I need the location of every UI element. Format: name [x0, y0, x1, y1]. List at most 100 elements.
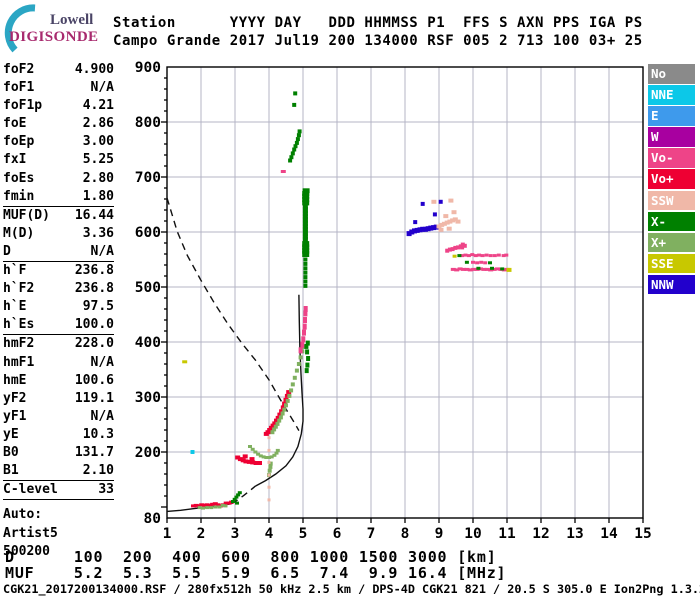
- svg-text:1: 1: [163, 526, 172, 542]
- param-value: 33: [98, 482, 114, 498]
- series-f2-vo-: [298, 306, 308, 354]
- auto-scaler-line: 500200: [3, 544, 50, 560]
- series-nnw-dots: [413, 199, 443, 225]
- series-spread-col-low-blob: [302, 241, 310, 257]
- svg-text:900: 900: [135, 60, 161, 76]
- param-label: fmin: [3, 188, 35, 204]
- series-spread-vo--upper: [445, 242, 467, 253]
- legend-item-x: X+: [648, 232, 695, 253]
- param-label: hmF1: [3, 354, 35, 370]
- logo-lowell-text: Lowell: [50, 12, 94, 28]
- y-axis-ticks: [161, 77, 167, 508]
- series-sse-dash: [182, 360, 188, 364]
- param-label: B0: [3, 444, 19, 460]
- param-label: h`F: [3, 263, 27, 279]
- series-ssw-cluster: [431, 198, 461, 232]
- series-spread-vo--mid: [460, 253, 509, 258]
- series-spread-col-dotted: [303, 257, 308, 288]
- param-value: N/A: [90, 354, 114, 370]
- svg-text:4: 4: [265, 526, 274, 542]
- svg-text:7: 7: [367, 526, 376, 542]
- legend-item-e: E: [648, 106, 695, 126]
- series-spread-x--lower: [476, 266, 505, 271]
- param-label: hmF2: [3, 336, 35, 352]
- svg-text:700: 700: [135, 170, 161, 186]
- param-value: 131.7: [74, 444, 114, 460]
- header-line2: Campo Grande 2017 Jul19 200 134000 RSF 0…: [113, 33, 643, 49]
- param-value: N/A: [90, 80, 114, 96]
- param-label: foE: [3, 116, 27, 132]
- series-e-region-x-: [231, 491, 242, 505]
- param-row-hmf2: hmF2 228.0: [3, 335, 114, 353]
- param-label: h`E: [3, 299, 27, 315]
- param-label: h`Es: [3, 317, 35, 333]
- panel-divider: [3, 499, 114, 501]
- param-value: 3.00: [82, 134, 114, 150]
- param-row-d: D N/A: [3, 243, 114, 261]
- param-row-fof2: foF2 4.900: [3, 61, 114, 79]
- svg-text:11: 11: [498, 526, 516, 542]
- series-spread-vo--lower: [450, 267, 510, 272]
- param-label: B1: [3, 463, 19, 479]
- series-spread-vo--mid2: [471, 260, 488, 265]
- param-row-mufd: MUF(D) 16.44: [3, 207, 114, 225]
- distance-row: D 100 200 400 600 800 1000 1500 3000 [km…: [5, 548, 497, 566]
- line-profile-valley: [231, 485, 256, 505]
- param-row-b0: B0 131.7: [3, 444, 114, 462]
- param-value: 97.5: [82, 299, 114, 315]
- grid-lines: [167, 67, 643, 518]
- param-row-clevel: C-level 33: [3, 481, 114, 499]
- legend-item-vo: Vo-: [648, 148, 695, 168]
- series-ssw-column: [267, 436, 271, 502]
- param-row-b1: B1 2.10: [3, 462, 114, 480]
- legend-item-ssw: SSW: [648, 190, 695, 211]
- param-row-fmin: fmin 1.80: [3, 188, 114, 206]
- parameter-panel: foF2 4.900 foF1 N/A foF1p 4.21 foE 2.86 foEp 3.00…: [3, 61, 114, 562]
- param-value: 1.80: [82, 188, 114, 204]
- param-value: 100.0: [74, 317, 114, 333]
- param-label: foF1p: [3, 98, 43, 114]
- series-f1-vo+: [235, 454, 262, 465]
- param-label: foF2: [3, 62, 35, 77]
- series-f1-x+: [248, 445, 280, 459]
- param-row-hf2: h`F2 236.8: [3, 280, 114, 298]
- param-row-foes: foEs 2.80: [3, 170, 114, 188]
- param-label: yF2: [3, 390, 27, 406]
- param-row-foe: foE 2.86: [3, 115, 114, 133]
- param-row-ye: yE 10.3: [3, 426, 114, 444]
- param-value: 236.8: [74, 263, 114, 279]
- svg-text:400: 400: [135, 335, 161, 351]
- line-transmission-curve: [166, 197, 300, 431]
- param-value: N/A: [90, 408, 114, 424]
- auto-scaler-line: Auto:: [3, 507, 43, 523]
- series-spread-sse-lower: [506, 267, 512, 272]
- param-value: N/A: [90, 243, 114, 259]
- param-value: 10.3: [82, 426, 114, 442]
- series-e-region-x+: [197, 503, 228, 510]
- param-label: M(D): [3, 225, 35, 241]
- series-nne-dot: [190, 450, 195, 454]
- panel-divider: [3, 334, 114, 336]
- param-value: 16.44: [74, 207, 114, 223]
- panel-divider: [3, 205, 114, 207]
- svg-text:14: 14: [600, 526, 618, 542]
- param-label: foF1: [3, 80, 35, 96]
- svg-text:500: 500: [135, 280, 161, 296]
- series-spread-sse-mid: [452, 254, 457, 258]
- param-value: 4.900: [74, 62, 114, 77]
- param-label: yF1: [3, 408, 27, 424]
- param-label: hmE: [3, 372, 27, 388]
- param-row-yf1: yF1 N/A: [3, 408, 114, 426]
- legend-item-w: W: [648, 127, 695, 147]
- panel-divider: [3, 480, 114, 482]
- svg-text:600: 600: [135, 225, 161, 241]
- muf-row: MUF 5.2 5.3 5.5 5.9 6.5 7.4 9.9 16.4 [MH…: [5, 564, 507, 582]
- param-row-hme: hmE 100.6: [3, 372, 114, 390]
- param-value: 100.6: [74, 372, 114, 388]
- param-value: 119.1: [74, 390, 114, 406]
- param-row-fxi: fxI 5.25: [3, 151, 114, 169]
- param-row-md: M(D) 3.36: [3, 225, 114, 243]
- logo-digisonde-text: DIGISONDE: [9, 29, 99, 45]
